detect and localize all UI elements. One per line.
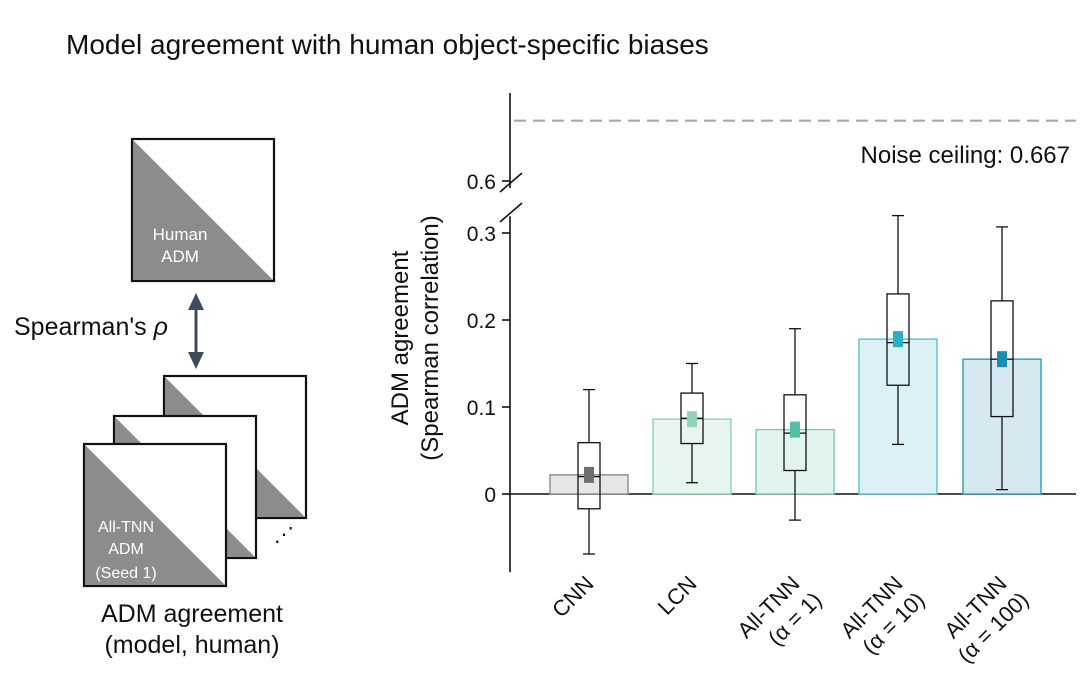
box bbox=[577, 442, 601, 510]
x-tick-label-group: LCN bbox=[653, 571, 702, 620]
spearman-label: Spearman's ρ bbox=[14, 313, 168, 341]
ellipsis-icon: ⋰ bbox=[274, 524, 294, 546]
mean-marker bbox=[584, 466, 594, 483]
schematic-caption-1: ADM agreement bbox=[101, 600, 283, 628]
x-tick-label-group: All-TNN(α = 10) bbox=[835, 571, 929, 659]
human-adm-label-2: ADM bbox=[161, 247, 199, 266]
chart-panel: ADM agreement (Spearman correlation) Noi… bbox=[387, 93, 1076, 668]
model-adm-label-2: ADM bbox=[108, 541, 144, 558]
x-tick-label: LCN bbox=[653, 571, 702, 620]
mean-marker bbox=[893, 331, 903, 348]
mean-marker bbox=[790, 421, 800, 438]
y-tick-label: 0.2 bbox=[467, 310, 496, 333]
y-tick-label: 0 bbox=[484, 484, 496, 507]
model-adm-label-1: All-TNN bbox=[98, 519, 154, 536]
human-adm-matrix: Human ADM bbox=[130, 137, 276, 283]
model-adm-triangle-front bbox=[85, 445, 225, 585]
x-tick-label-group: CNN bbox=[547, 571, 598, 622]
model-adm-label-3: (Seed 1) bbox=[95, 565, 156, 582]
human-adm-triangle bbox=[133, 140, 273, 280]
schematic-caption-2: (model, human) bbox=[104, 631, 279, 659]
human-adm-label-1: Human bbox=[153, 225, 208, 244]
noise-ceiling-label: Noise ceiling: 0.667 bbox=[861, 142, 1070, 169]
mean-marker bbox=[997, 351, 1007, 368]
y-axis-label-2: (Spearman correlation) bbox=[417, 215, 444, 460]
figure-title: Model agreement with human object-specif… bbox=[66, 29, 709, 60]
y-tick-label: 0.3 bbox=[467, 223, 496, 246]
y-axis-label-1: ADM agreement bbox=[387, 250, 414, 425]
mean-marker bbox=[687, 411, 697, 428]
double-arrow-icon bbox=[188, 293, 204, 369]
box bbox=[886, 293, 910, 386]
model-adm-stack: All-TNN ADM (Seed 1) ⋰ bbox=[82, 374, 308, 588]
axis-break-mark-lower bbox=[499, 202, 523, 223]
schematic-panel: Human ADM Spearman's ρ All-TNN ADM (Seed… bbox=[14, 137, 308, 659]
y-tick-label: 0.1 bbox=[467, 397, 496, 420]
x-tick-label-group: All-TNN(α = 1) bbox=[732, 571, 826, 651]
axis-break-mark-upper bbox=[499, 172, 523, 193]
x-tick-label: CNN bbox=[547, 571, 598, 622]
x-tick-label-group: All-TNN(α = 100) bbox=[939, 571, 1033, 668]
y-tick-label-upper: 0.6 bbox=[467, 171, 496, 194]
